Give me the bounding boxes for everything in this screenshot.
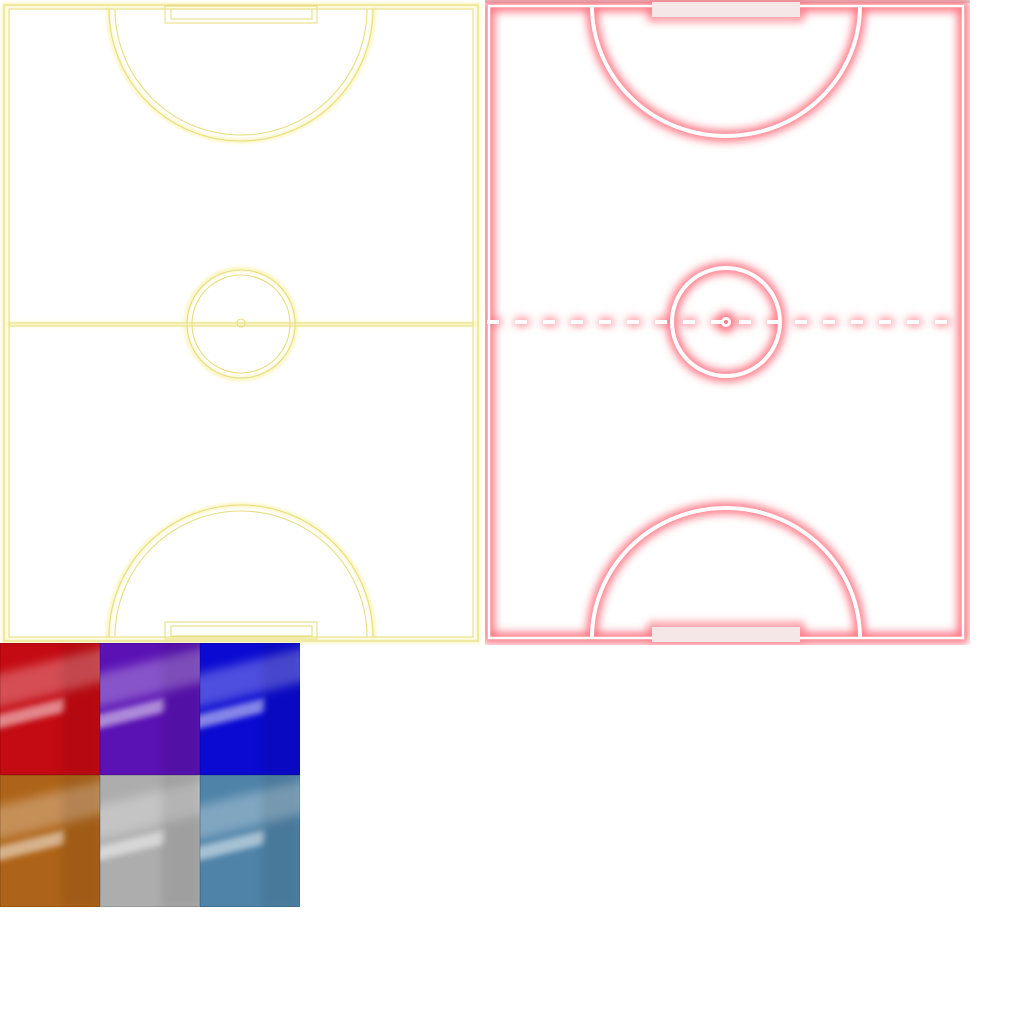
swatch-red <box>0 643 100 775</box>
center-circle-inner <box>191 274 291 374</box>
center-circle <box>670 266 782 378</box>
bottom-arc-inner <box>114 510 368 638</box>
bottom-goal-box <box>164 621 318 640</box>
swatch-steel-blue <box>200 775 300 907</box>
swatch-orange <box>0 775 100 907</box>
swatch-blue <box>200 643 300 775</box>
bottom-goal-box-inner <box>170 625 313 637</box>
top-goal-box <box>164 5 318 24</box>
center-circle-glow <box>183 266 299 382</box>
court-yellow-outline <box>0 0 485 645</box>
center-circle <box>186 269 296 379</box>
bottom-arc <box>590 506 862 639</box>
court-red-neon <box>485 0 970 645</box>
bottom-goal <box>652 627 800 642</box>
top-goal-box-inner <box>170 8 313 20</box>
bottom-arc <box>108 504 374 638</box>
top-arc-inner <box>114 8 368 136</box>
color-swatch-grid <box>0 643 300 908</box>
swatch-purple <box>100 643 200 775</box>
center-spot <box>236 318 246 328</box>
swatch-silver <box>100 775 200 907</box>
court-boundary <box>3 4 479 642</box>
top-goal <box>652 2 800 17</box>
top-arc <box>108 8 374 142</box>
top-arc <box>590 5 862 138</box>
